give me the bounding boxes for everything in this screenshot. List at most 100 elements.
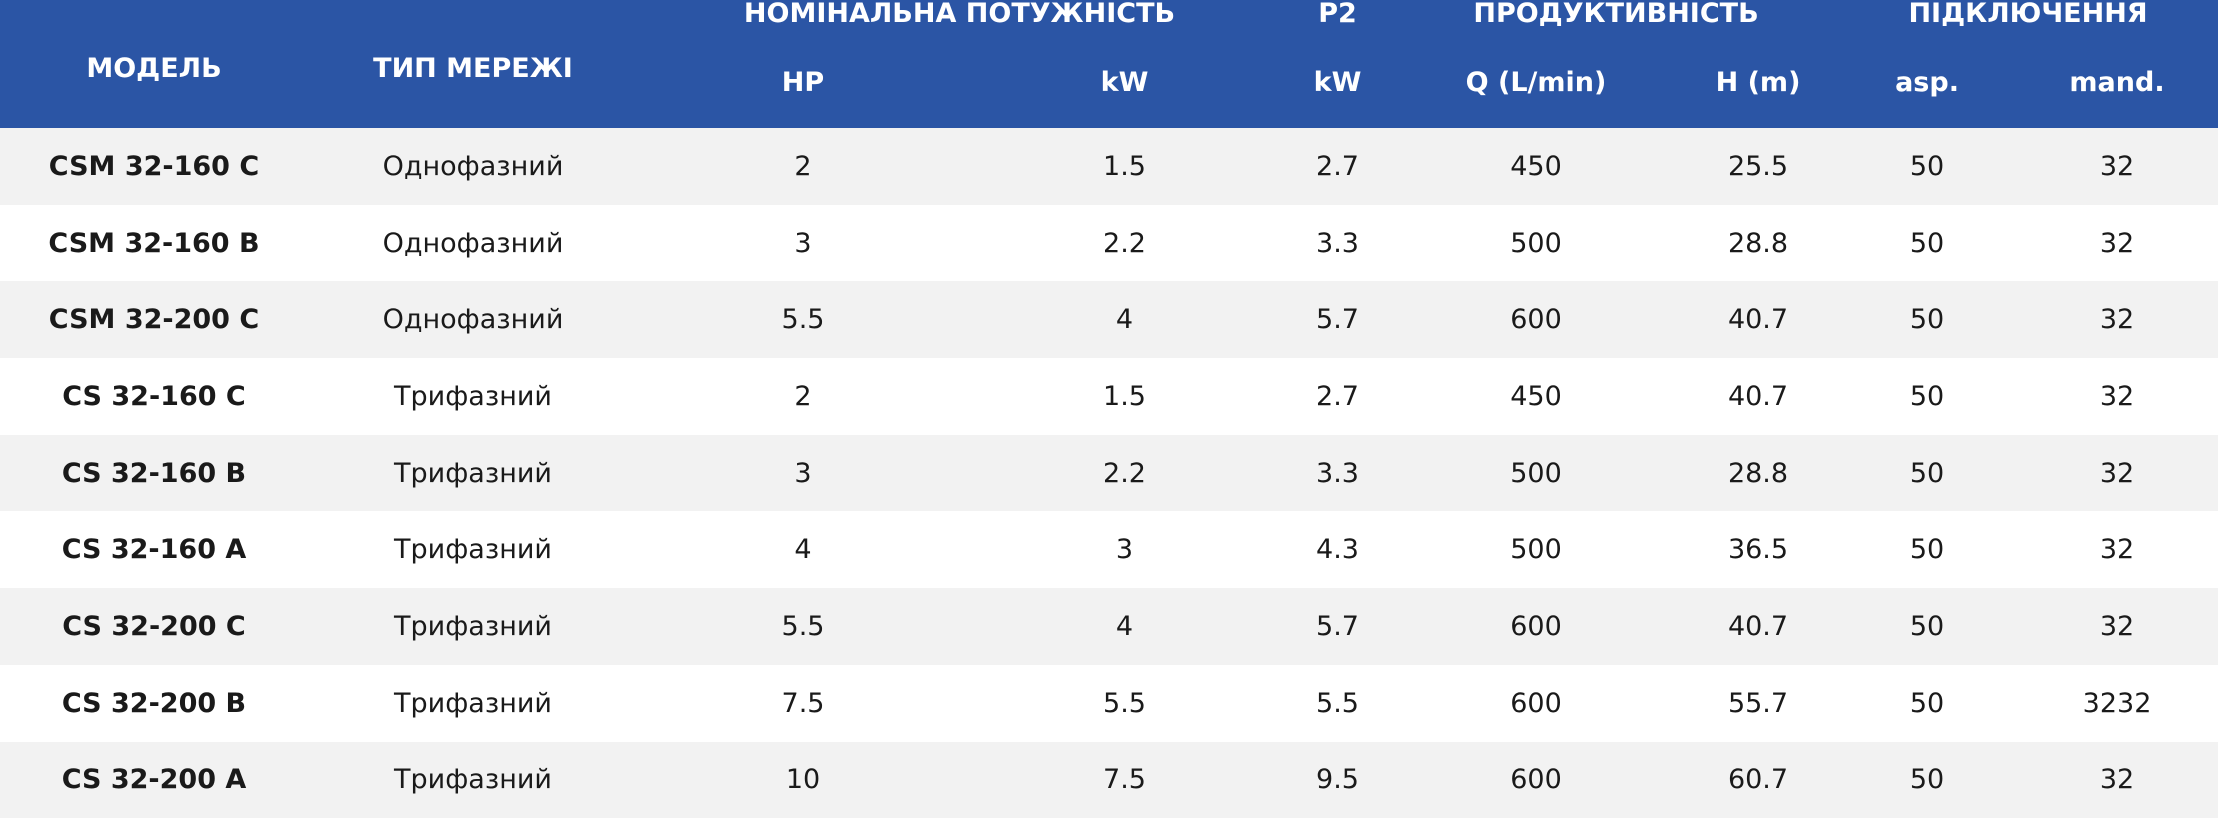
cell-kw: 7.5 [968,741,1281,818]
cell-network: Трифазний [308,434,638,512]
cell-mand: 32 [2016,358,2218,435]
header-asp: asp. [1838,64,2017,128]
cell-hp: 3 [638,434,968,512]
table-row: CS 32-200 C Трифазний 5.5 4 5.7 600 40.7… [0,588,2218,665]
cell-mand: 32 [2016,588,2218,665]
cell-network: Трифазний [308,741,638,818]
cell-q: 600 [1394,588,1678,665]
cell-network: Трифазний [308,358,638,435]
cell-hp: 7.5 [638,664,968,742]
cell-asp: 50 [1838,434,2017,512]
cell-kw: 3 [968,511,1281,589]
cell-p2: 3.3 [1281,204,1394,282]
cell-model: CS 32-160 C [0,358,308,435]
cell-model: CSM 32-160 C [0,128,308,205]
header-p2: P2 [1281,0,1394,64]
cell-hp: 5.5 [638,588,968,665]
cell-network: Однофазний [308,128,638,205]
table-row: CS 32-160 B Трифазний 3 2.2 3.3 500 28.8… [0,434,2218,512]
cell-kw: 1.5 [968,358,1281,435]
cell-p2: 3.3 [1281,434,1394,512]
cell-hp: 3 [638,204,968,282]
cell-model: CSM 32-160 B [0,204,308,282]
cell-p2: 9.5 [1281,741,1394,818]
cell-p2: 2.7 [1281,358,1394,435]
cell-asp: 50 [1838,664,2017,742]
cell-network: Однофазний [308,204,638,282]
cell-h: 40.7 [1678,588,1839,665]
header-h: H (m) [1678,64,1839,128]
table-header: МОДЕЛЬ ТИП МЕРЕЖІ НОМІНАЛЬНА ПОТУЖНІСТЬ … [0,0,2218,128]
cell-network: Трифазний [308,588,638,665]
cell-network: Трифазний [308,511,638,589]
cell-q: 600 [1394,741,1678,818]
cell-asp: 50 [1838,128,2017,205]
header-productivity: ПРОДУКТИВНІСТЬ [1394,0,1839,64]
cell-model: CS 32-200 B [0,664,308,742]
cell-model: CS 32-160 A [0,511,308,589]
cell-asp: 50 [1838,511,2017,589]
cell-network: Трифазний [308,664,638,742]
cell-kw: 2.2 [968,434,1281,512]
table-row: CSM 32-160 B Однофазний 3 2.2 3.3 500 28… [0,204,2218,282]
cell-kw: 5.5 [968,664,1281,742]
table-body: CSM 32-160 C Однофазний 2 1.5 2.7 450 25… [0,128,2218,818]
table-row: CS 32-200 B Трифазний 7.5 5.5 5.5 600 55… [0,664,2218,742]
table-row: CS 32-160 C Трифазний 2 1.5 2.7 450 40.7… [0,358,2218,435]
table-row: CS 32-160 A Трифазний 4 3 4.3 500 36.5 5… [0,511,2218,589]
cell-q: 600 [1394,281,1678,359]
cell-mand: 32 [2016,281,2218,359]
header-hp: HP [638,64,968,128]
cell-p2: 5.7 [1281,281,1394,359]
cell-model: CSM 32-200 C [0,281,308,359]
header-q: Q (L/min) [1394,64,1678,128]
cell-hp: 4 [638,511,968,589]
table-row: CS 32-200 A Трифазний 10 7.5 9.5 600 60.… [0,741,2218,818]
cell-h: 28.8 [1678,204,1839,282]
cell-q: 450 [1394,358,1678,435]
cell-p2: 5.5 [1281,664,1394,742]
cell-hp: 2 [638,128,968,205]
cell-mand: 32 [2016,128,2218,205]
cell-kw: 1.5 [968,128,1281,205]
header-p2-kw: kW [1281,64,1394,128]
cell-mand: 32 [2016,434,2218,512]
cell-mand: 32 [2016,204,2218,282]
cell-model: CS 32-160 B [0,434,308,512]
cell-h: 28.8 [1678,434,1839,512]
cell-p2: 2.7 [1281,128,1394,205]
cell-asp: 50 [1838,281,2017,359]
cell-kw: 2.2 [968,204,1281,282]
header-nominal-power: НОМІНАЛЬНА ПОТУЖНІСТЬ [638,0,1281,64]
cell-network: Однофазний [308,281,638,359]
cell-h: 40.7 [1678,281,1839,359]
cell-kw: 4 [968,588,1281,665]
cell-h: 36.5 [1678,511,1839,589]
cell-h: 60.7 [1678,741,1839,818]
cell-h: 25.5 [1678,128,1839,205]
cell-h: 40.7 [1678,358,1839,435]
cell-mand: 32 [2016,511,2218,589]
cell-hp: 2 [638,358,968,435]
cell-mand: 32 [2016,741,2218,818]
cell-p2: 4.3 [1281,511,1394,589]
cell-asp: 50 [1838,741,2017,818]
cell-q: 500 [1394,434,1678,512]
header-mand: mand. [2016,64,2218,128]
table-row: CSM 32-160 C Однофазний 2 1.5 2.7 450 25… [0,128,2218,205]
cell-model: CS 32-200 A [0,741,308,818]
cell-q: 600 [1394,664,1678,742]
cell-kw: 4 [968,281,1281,359]
cell-asp: 50 [1838,358,2017,435]
cell-asp: 50 [1838,204,2017,282]
cell-hp: 10 [638,741,968,818]
cell-q: 500 [1394,204,1678,282]
cell-mand: 3232 [2016,664,2218,742]
header-model: МОДЕЛЬ [0,0,308,128]
cell-model: CS 32-200 C [0,588,308,665]
cell-h: 55.7 [1678,664,1839,742]
cell-q: 500 [1394,511,1678,589]
header-network-type: ТИП МЕРЕЖІ [308,0,638,128]
table-row: CSM 32-200 C Однофазний 5.5 4 5.7 600 40… [0,281,2218,359]
